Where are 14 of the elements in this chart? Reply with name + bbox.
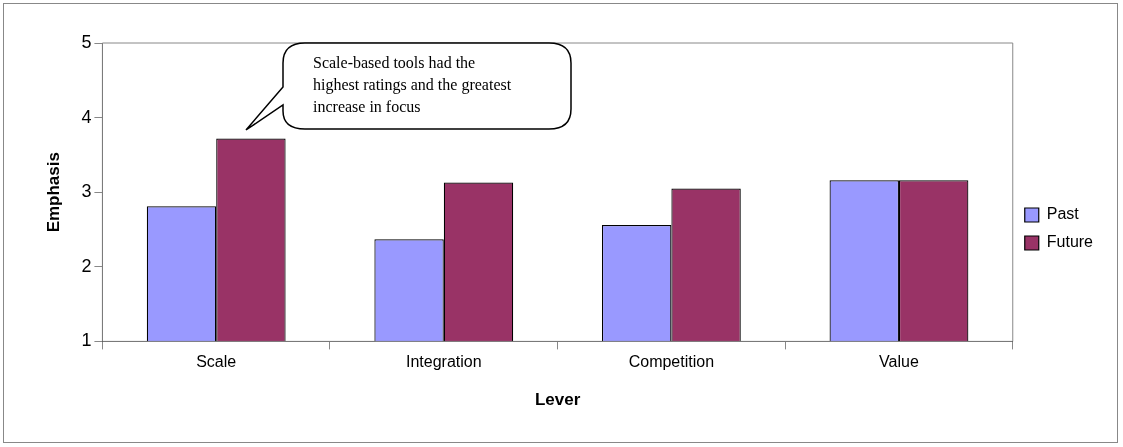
legend-label: Future [1046, 233, 1094, 251]
annotation: Scale-based tools had the highest ratings and the greatest increase in focus [313, 53, 513, 117]
legend-label: Past [1046, 205, 1080, 223]
x-axis-title: Lever [534, 390, 581, 410]
x-tick-label: Competition [628, 353, 715, 371]
y-axis-title: Emphasis [43, 152, 63, 233]
y-tick-label: 4 [81, 106, 92, 127]
y-tick-label: 3 [81, 181, 92, 202]
y-tick-label: 5 [81, 31, 92, 52]
y-tick-label: 1 [81, 330, 92, 351]
x-tick-label: Integration [405, 353, 482, 371]
x-tick-label: Value [879, 353, 919, 371]
x-tick-label: Scale [196, 353, 237, 371]
y-tick-label: 2 [81, 255, 92, 276]
